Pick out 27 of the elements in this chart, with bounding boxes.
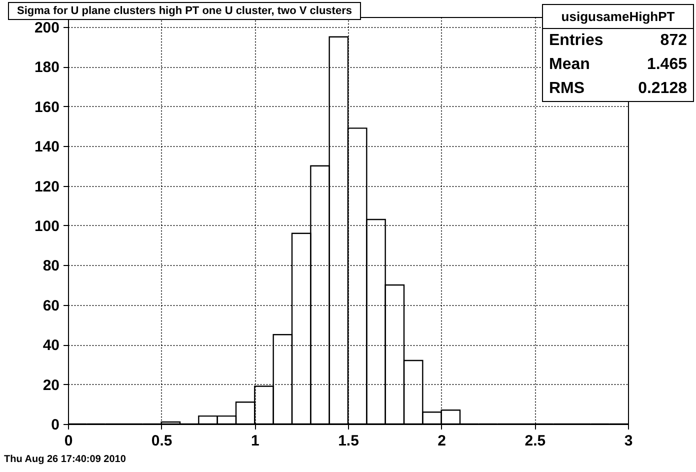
y-tick-label: 60	[42, 297, 60, 314]
y-tick-label: 160	[34, 98, 60, 116]
annotation: Mean	[549, 56, 590, 74]
y-tick-label: 40	[42, 337, 60, 354]
y-tick-label: 120	[34, 178, 60, 196]
y-tick-label: 80	[42, 258, 60, 275]
annotation: usigusameHighPT	[543, 5, 693, 29]
x-tick-label: 0.5	[151, 432, 172, 450]
chart-title: Sigma for U plane clusters high PT one U cluster, two V clusters	[8, 2, 361, 20]
x-tick-label: 1	[250, 432, 260, 450]
y-tick-label: 140	[34, 138, 60, 156]
x-tick-label: 2.5	[524, 432, 546, 450]
annotation: RMS	[549, 80, 585, 98]
x-tick-label: 0	[64, 432, 73, 450]
text: 872	[660, 32, 687, 50]
x-tick-label: 3	[624, 432, 633, 450]
y-tick-label: 20	[42, 376, 60, 394]
y-tick-label: 0	[51, 416, 60, 434]
x-tick-label: 1.5	[338, 432, 359, 450]
y-tick-label: 100	[34, 218, 60, 235]
x-tick-label: 2	[438, 432, 446, 450]
text: Thu Aug 26 17:40:09 2010	[4, 454, 126, 465]
annotation: Entries	[549, 32, 604, 50]
text: 0.2128	[638, 80, 687, 98]
text: 1.465	[646, 56, 687, 74]
y-tick-label: 180	[34, 59, 60, 76]
y-tick-label: 200	[34, 19, 60, 36]
